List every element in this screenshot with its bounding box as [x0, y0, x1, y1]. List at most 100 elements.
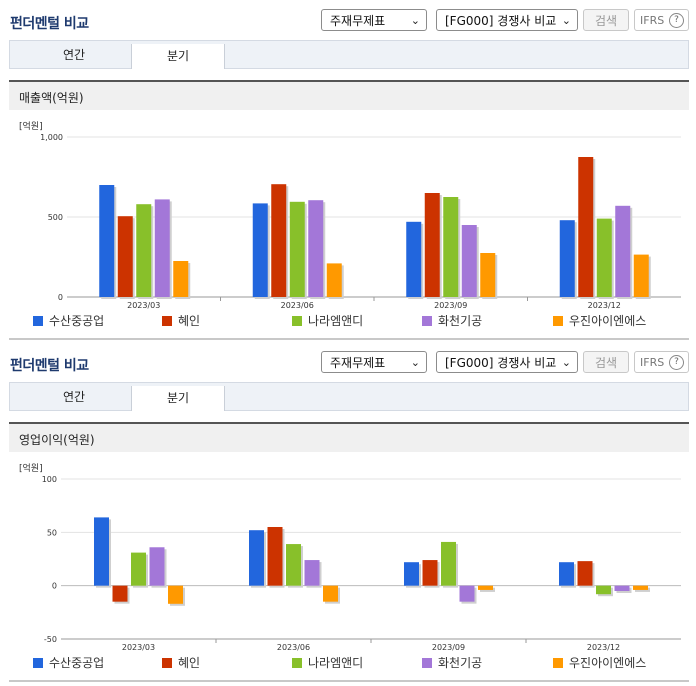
bar [136, 204, 152, 297]
metric-header: 영업이익(억원) [9, 422, 689, 452]
bar [577, 561, 593, 586]
bar [633, 585, 648, 590]
tab-quarterly[interactable]: 분기 [131, 386, 225, 411]
legend-swatch [422, 658, 432, 668]
bar [304, 560, 320, 586]
legend-label: 화천기공 [438, 655, 482, 670]
bar [443, 197, 459, 297]
bar [424, 193, 440, 297]
bar [478, 585, 493, 590]
y-tick-label: -50 [44, 635, 57, 644]
bar [422, 560, 438, 586]
legend-label: 혜인 [178, 656, 200, 670]
bar [267, 527, 283, 586]
y-tick-label: 500 [48, 213, 63, 222]
bar [149, 547, 165, 586]
bar [289, 201, 305, 297]
bar [596, 585, 611, 595]
bar [249, 530, 264, 586]
bar [99, 185, 115, 297]
bar [131, 552, 146, 586]
bar [117, 216, 133, 297]
x-tick-label: 2023/09 [434, 301, 467, 310]
chevron-down-icon: ⌄ [561, 14, 571, 27]
chevron-down-icon: ⌄ [410, 356, 420, 369]
x-tick-label: 2023/12 [588, 301, 621, 310]
legend-swatch [553, 658, 563, 668]
period-tabs: 연간 분기 [9, 40, 689, 69]
bar [578, 157, 594, 297]
operating-profit-chart: [억원] -50 0 50 100 2023/03 2023/06 2023/09 2023/1… [9, 452, 689, 686]
bar [615, 205, 631, 297]
x-tick-label: 2023/03 [122, 643, 155, 652]
legend-swatch [33, 316, 43, 326]
chevron-down-icon: ⌄ [410, 14, 420, 27]
x-tick-label: 2023/06 [277, 643, 310, 652]
panel-header: 펀더멘털 비교 주재무제표 ⌄ [FG000] 경쟁사 비교 ⌄ 검색 IFRS… [0, 342, 696, 378]
panel-header: 펀더멘털 비교 주재무제표 ⌄ [FG000] 경쟁사 비교 ⌄ 검색 IFRS… [0, 0, 696, 36]
legend-label: 나라엠앤디 [308, 656, 363, 670]
y-tick-label: 100 [42, 475, 57, 484]
panel-title: 펀더멘털 비교 [10, 358, 89, 374]
statement-select-value: 주재무제표 [330, 356, 386, 370]
statement-select[interactable]: 주재무제표 ⌄ [321, 351, 427, 373]
bar [173, 261, 189, 297]
legend-swatch [292, 658, 302, 668]
bar [559, 562, 574, 586]
bar [614, 585, 630, 591]
compare-select[interactable]: [FG000] 경쟁사 비교 ⌄ [436, 351, 578, 373]
help-icon: ? [669, 355, 684, 370]
tab-annual[interactable]: 연간 [62, 390, 86, 404]
metric-label: 영업이익(억원) [19, 433, 95, 447]
panel-title: 펀더멘털 비교 [10, 16, 89, 32]
ifrs-label: IFRS [640, 356, 665, 369]
y-tick-label: 0 [58, 293, 63, 302]
bar [404, 562, 419, 586]
sales-chart: [억원] 0 500 1,000 2023/03 2023/06 2023/09 2023/1… [9, 110, 689, 344]
bar [480, 253, 496, 297]
bar [154, 199, 170, 297]
period-tabs: 연간 분기 [9, 382, 689, 411]
panel-bottom-rule [9, 680, 689, 682]
ifrs-label: IFRS [640, 14, 665, 27]
legend-swatch [422, 316, 432, 326]
bar [308, 200, 324, 297]
operating-profit-bar-chart: [억원] -50 0 50 100 2023/03 2023/06 2023/09 2023/1… [19, 462, 681, 670]
bar [94, 517, 109, 586]
metric-label: 매출액(억원) [19, 91, 84, 105]
x-tick-label: 2023/06 [281, 301, 314, 310]
bar [461, 225, 477, 297]
bar [326, 263, 342, 297]
statement-select[interactable]: 주재무제표 ⌄ [321, 9, 427, 31]
fundamental-panel-operating-profit: 펀더멘털 비교 주재무제표 ⌄ [FG000] 경쟁사 비교 ⌄ 검색 IFRS… [0, 342, 696, 684]
compare-select-value: [FG000] 경쟁사 비교 [445, 14, 557, 28]
tab-quarterly[interactable]: 분기 [131, 44, 225, 69]
bar [168, 585, 183, 604]
y-tick-label: 0 [52, 582, 57, 591]
bar [271, 184, 287, 297]
y-tick-label: 50 [47, 528, 57, 537]
metric-header: 매출액(억원) [9, 80, 689, 110]
x-tick-label: 2023/09 [432, 643, 465, 652]
y-tick-label: 1,000 [40, 133, 63, 142]
bar [406, 221, 422, 297]
ifrs-help-button[interactable]: IFRS ? [634, 9, 689, 31]
bar [112, 585, 128, 602]
ifrs-help-button[interactable]: IFRS ? [634, 351, 689, 373]
tab-annual[interactable]: 연간 [62, 48, 86, 62]
bar [559, 220, 575, 297]
chevron-down-icon: ⌄ [561, 356, 571, 369]
x-tick-label: 2023/03 [127, 301, 160, 310]
bar [596, 218, 612, 297]
legend-label: 화천기공 [438, 313, 482, 328]
bar [323, 585, 338, 602]
unit-label: [억원] [19, 462, 43, 474]
bar [441, 541, 456, 586]
bar [459, 585, 475, 602]
search-button[interactable]: 검색 [583, 351, 629, 373]
bar [633, 254, 649, 297]
compare-select[interactable]: [FG000] 경쟁사 비교 ⌄ [436, 9, 578, 31]
search-button[interactable]: 검색 [583, 9, 629, 31]
help-icon: ? [669, 13, 684, 28]
statement-select-value: 주재무제표 [330, 14, 386, 28]
